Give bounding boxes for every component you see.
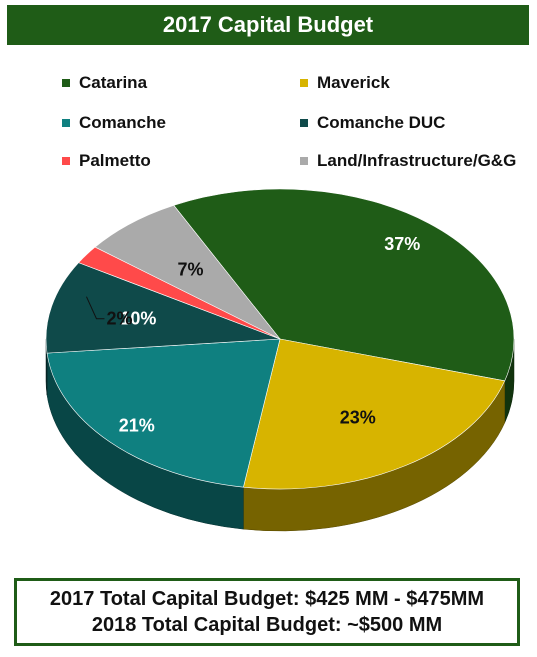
legend-label: Comanche DUC [317,113,446,132]
legend-label: Palmetto [79,151,151,170]
legend-label: Maverick [317,73,390,92]
legend-item-comanche-duc: Comanche DUC [300,113,445,133]
legend-label: Land/Infrastructure/G&G [317,151,517,170]
chart-title-bar: 2017 Capital Budget [7,5,529,45]
pie-data-label-comanche-duc: 10% [120,309,156,329]
legend-item-land-infrastructure: Land/Infrastructure/G&G [300,151,516,171]
pie-chart: 37% 23% 21% 10%2% 7% [45,188,515,532]
pie-slice-land-infrastructure-g-g [94,204,281,340]
budget-2017-text: 2017 Total Capital Budget: $425 MM - $47… [49,588,485,610]
pie-slice-comanche [46,338,281,488]
pie-data-label-maverick: 23% [340,408,376,428]
legend-item-comanche: Comanche [62,113,166,133]
pie-slice-maverick [243,338,506,490]
budget-2018-text: 2018 Total Capital Budget: ~$500 MM [91,614,443,636]
chart-title: 2017 Capital Budget [162,12,374,37]
legend-swatch [62,119,70,127]
legend-swatch [300,157,308,165]
pie-data-labels: 37% 23% 21% 10%2% 7% [86,234,420,435]
legend-item-maverick: Maverick [300,73,390,93]
chart-legend: Catarina Maverick Comanche Comanche DUC … [0,0,537,200]
pie-slice-catarina [173,188,515,382]
budget-summary-box: 2017 Total Capital Budget: $425 MM - $47… [14,578,520,646]
legend-swatch [62,157,70,165]
pie-slices [45,188,515,490]
pie-slice-comanche-duc [45,262,281,354]
pie-data-label-comanche: 21% [119,415,155,435]
legend-swatch [300,79,308,87]
legend-item-catarina: Catarina [62,73,147,93]
legend-label: Comanche [79,113,166,132]
legend-swatch [62,79,70,87]
legend-item-palmetto: Palmetto [62,151,151,171]
pie-leader-line [86,296,105,320]
pie-data-label-land-infrastructure-g-g: 7% [177,260,203,280]
pie-data-label-catarina: 37% [384,234,420,254]
legend-swatch [300,119,308,127]
legend-label: Catarina [79,73,148,92]
pie-data-label-palmetto: 2% [106,309,132,329]
